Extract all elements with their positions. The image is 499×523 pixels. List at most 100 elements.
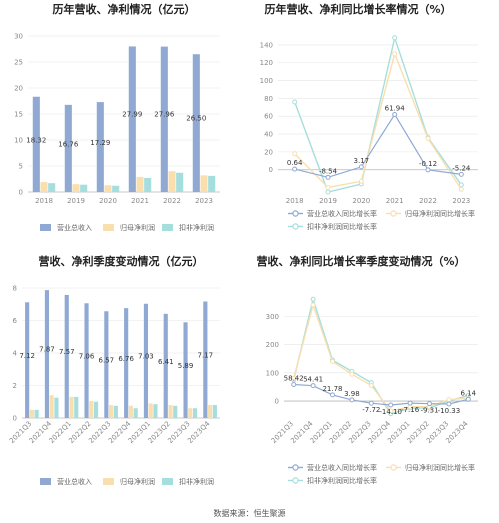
legend-label: 扣非净利润同比增长率 <box>307 222 377 231</box>
chart-quarterly-values: 营收、净利季度变动情况（亿元）024682021Q32021Q42022Q120… <box>8 254 220 486</box>
bar <box>200 175 208 192</box>
data-point <box>388 408 394 414</box>
legend-marker <box>292 223 299 230</box>
data-point <box>392 111 398 117</box>
data-point <box>358 164 364 170</box>
data-label: -9.31 <box>420 407 438 415</box>
legend-swatch <box>40 478 51 485</box>
legend-item: 扣非净利润同比增长率 <box>288 222 377 231</box>
legend-label: 扣非净利润 <box>179 223 214 232</box>
data-point <box>425 136 431 142</box>
data-label: 21.78 <box>322 385 342 393</box>
data-point <box>310 296 316 302</box>
bar <box>69 396 74 418</box>
data-point <box>310 383 316 389</box>
legend-marker <box>292 477 299 484</box>
bar <box>124 308 129 418</box>
y-tick-label: 100 <box>266 369 279 377</box>
bar <box>49 395 54 418</box>
bar <box>183 322 188 418</box>
data-point <box>388 402 394 408</box>
legend-item: 营业总收入 <box>40 223 92 232</box>
data-source: 数据来源：恒生聚源 <box>213 509 286 518</box>
legend-swatch <box>103 224 114 231</box>
bar <box>109 405 114 418</box>
chart-annual-growth: 历年营收、净利同比增长率情况（%） 0 20 40 60 80 100 120 140 2018 2… <box>260 2 478 231</box>
data-point <box>291 382 297 388</box>
data-label: 54.41 <box>303 376 323 384</box>
data-label: 7.12 <box>19 352 35 360</box>
x-tick-label: 2023Q4 <box>186 419 212 445</box>
data-label: 6.14 <box>461 389 477 397</box>
data-label: 5.89 <box>178 362 194 370</box>
data-point <box>325 174 331 180</box>
legend-swatch <box>162 224 173 231</box>
bar <box>192 408 198 418</box>
bar <box>25 302 30 418</box>
data-label: 7.17 <box>198 351 214 359</box>
data-label: -8.54 <box>319 167 338 175</box>
data-label: 27.99 <box>122 110 142 118</box>
legend-item: 归母净利润同比增长率 <box>386 463 475 472</box>
data-label: 16.76 <box>58 141 79 149</box>
legend-item: 营业总收入同比增长率 <box>288 463 377 472</box>
x-tick-label: 2021 <box>131 197 149 205</box>
bar <box>40 182 48 192</box>
bar <box>176 172 184 192</box>
legend-swatch <box>40 224 51 231</box>
legend-swatch <box>103 478 114 485</box>
bar <box>104 311 109 418</box>
x-tick-label: 2020 <box>352 197 370 205</box>
data-point <box>291 375 297 381</box>
y-tick-label: 60 <box>264 113 273 121</box>
data-label: 6.76 <box>118 355 134 363</box>
legend-marker <box>390 210 397 217</box>
bar <box>136 176 144 192</box>
data-point <box>325 185 331 191</box>
y-tick-label: 0 <box>19 189 23 197</box>
series-line <box>294 51 462 190</box>
bar <box>160 46 168 192</box>
legend-label: 营业总收入同比增长率 <box>307 209 377 218</box>
legend-label: 扣非净利润同比增长率 <box>307 476 377 485</box>
data-point <box>330 392 335 398</box>
legend-label: 归母净利润 <box>120 477 155 486</box>
bar <box>104 185 112 192</box>
data-point <box>446 397 452 403</box>
bar <box>34 409 39 418</box>
data-point <box>446 401 452 407</box>
y-tick-label: 0 <box>13 415 17 423</box>
x-tick-label: 2023Q4 <box>444 419 470 445</box>
bar <box>64 294 69 418</box>
legend-marker <box>390 464 397 471</box>
legend-item: 归母净利润 <box>103 223 155 232</box>
bar <box>32 96 40 192</box>
y-tick-label: 100 <box>260 77 273 85</box>
data-label: -0.12 <box>419 160 437 168</box>
bar <box>93 401 99 418</box>
data-point <box>427 401 432 407</box>
data-point <box>392 35 398 41</box>
legend-label: 归母净利润同比增长率 <box>405 209 475 218</box>
data-point <box>392 51 398 57</box>
legend-label: 扣非净利润 <box>179 477 214 486</box>
series-line <box>294 113 462 178</box>
bar <box>64 104 72 192</box>
bar <box>168 405 173 418</box>
bar <box>168 171 176 192</box>
x-tick-label: 2022 <box>419 197 437 205</box>
bar <box>203 301 208 418</box>
x-tick-label: 2018 <box>286 197 304 205</box>
data-point <box>458 171 464 177</box>
data-label: -14.10 <box>379 408 402 416</box>
chart-annual-values: 历年营收、净利情况（亿元） 0 5 10 15 20 25 30 2018 2019 2020 202… <box>14 2 220 232</box>
y-tick-label: 8 <box>13 285 17 293</box>
y-tick-label: 20 <box>14 85 23 93</box>
data-label: 3.17 <box>354 157 370 165</box>
y-tick-label: 30 <box>14 33 23 41</box>
legend-label: 营业总收入 <box>57 223 92 232</box>
legend-swatch <box>162 478 173 485</box>
bar <box>54 397 59 418</box>
bar <box>144 177 152 192</box>
